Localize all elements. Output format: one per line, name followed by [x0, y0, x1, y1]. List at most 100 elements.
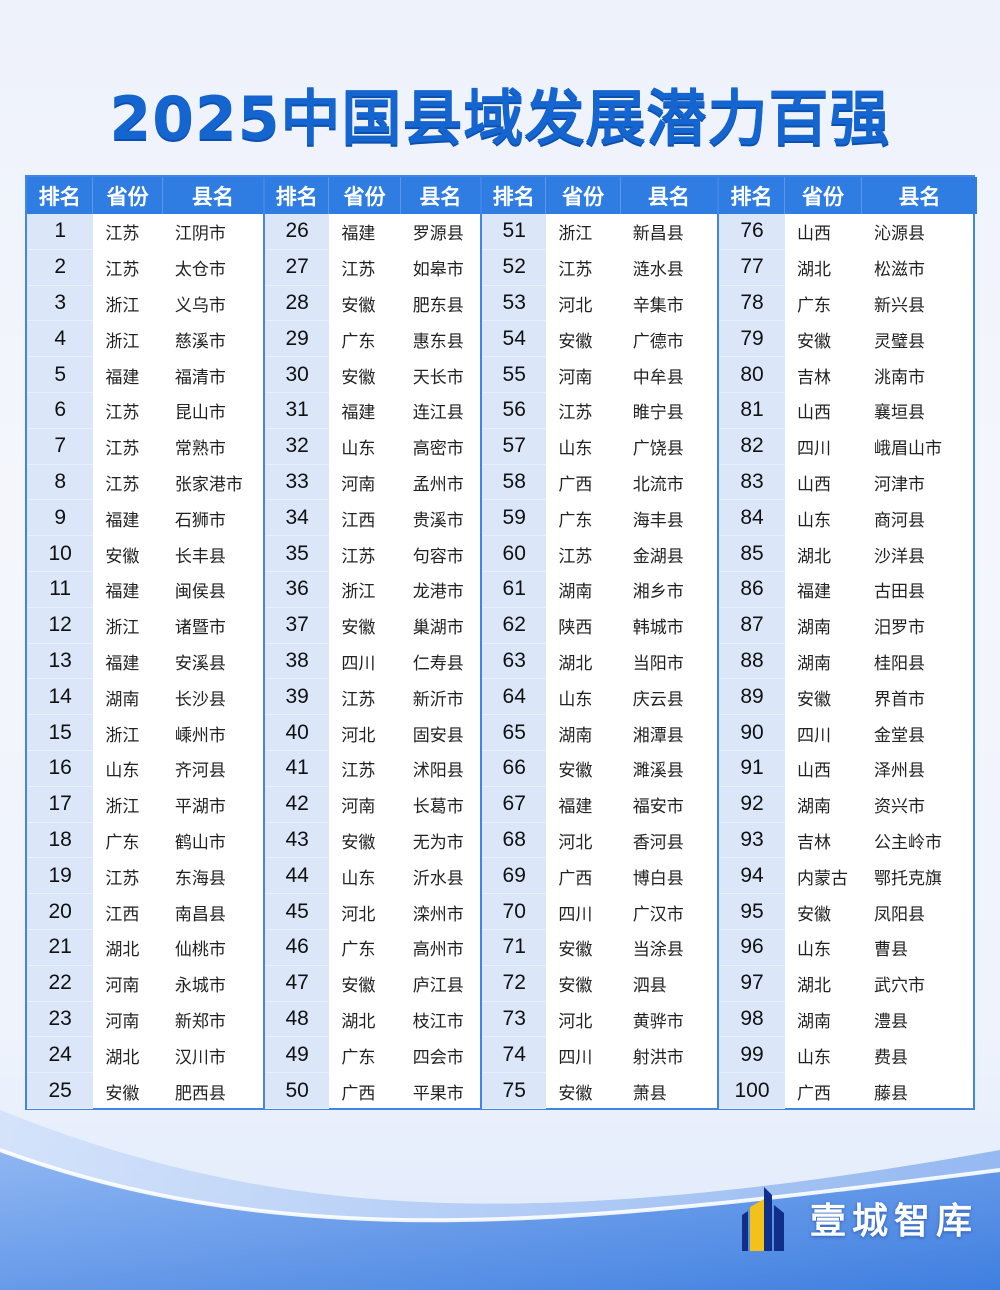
county-cell: 鄂托克旗: [874, 868, 942, 889]
rank-cell: 2: [27, 249, 94, 286]
province-cell: 湖南: [797, 797, 831, 818]
province-cell: 福建: [558, 797, 593, 818]
county-cell: 嵊州市: [174, 725, 226, 746]
table-row: 20 江西 南昌县: [27, 894, 263, 930]
table-row: 17 浙江 平湖市: [27, 786, 263, 823]
rank-cell: 66: [482, 750, 547, 787]
province-cell: 湖南: [558, 582, 593, 603]
county-cell: 沙洋县: [874, 546, 925, 567]
rank-cell: 94: [719, 858, 785, 895]
county-cell: 沁源县: [874, 224, 925, 245]
table-row: 30 安徽 天长市: [265, 357, 480, 393]
county-cell: 汨罗市: [874, 618, 925, 639]
table-row: 74 四川 射洪市: [482, 1037, 717, 1074]
rank-cell: 54: [482, 321, 547, 358]
county-cell: 韩城市: [632, 618, 684, 639]
province-cell: 安徽: [341, 832, 376, 853]
rank-cell: 25: [27, 1073, 94, 1109]
rank-cell: 43: [265, 822, 330, 859]
table-row: 61 湖南 湘乡市: [482, 571, 717, 608]
table-row: 90 四川 金堂县: [719, 715, 977, 751]
province-cell: 江苏: [341, 260, 376, 281]
table-row: 21 湖北 仙桃市: [27, 929, 263, 966]
county-cell: 贵溪市: [412, 510, 464, 531]
rank-cell: 88: [719, 643, 785, 680]
rank-cell: 57: [482, 428, 547, 465]
table-header: 排名 省份 县名: [719, 177, 977, 214]
table-row: 37 安徽 巢湖市: [265, 607, 480, 644]
county-cell: 仁寿县: [412, 653, 464, 674]
table-row: 80 吉林 洮南市: [719, 357, 977, 393]
province-cell: 山西: [797, 403, 831, 424]
province-cell: 安徽: [558, 976, 593, 997]
rank-cell: 85: [719, 536, 785, 572]
header-province: 省份: [546, 177, 621, 214]
county-cell: 连江县: [412, 403, 464, 424]
header-rank: 排名: [27, 177, 94, 214]
province-cell: 山东: [341, 439, 376, 460]
county-cell: 泗县: [632, 976, 667, 997]
county-cell: 新沂市: [412, 689, 464, 710]
county-cell: 南昌县: [174, 904, 226, 925]
county-cell: 资兴市: [874, 797, 925, 818]
header-county: 县名: [191, 184, 234, 209]
table-row: 82 四川 峨眉山市: [719, 428, 977, 465]
province-cell: 湖南: [797, 653, 831, 674]
county-cell: 辛集市: [632, 295, 684, 316]
rank-cell: 63: [482, 643, 547, 680]
county-cell: 商河县: [874, 510, 925, 531]
county-cell: 固安县: [412, 725, 464, 746]
province-cell: 江苏: [341, 546, 376, 567]
rank-cell: 22: [27, 965, 94, 1002]
table-row: 51 浙江 新昌县: [482, 214, 717, 250]
province-cell: 湖南: [558, 725, 593, 746]
county-cell: 博白县: [632, 868, 684, 889]
table-row: 72 安徽 泗县: [482, 965, 717, 1002]
rank-cell: 17: [27, 786, 94, 823]
table-row: 5 福建 福清市: [27, 357, 263, 393]
province-cell: 四川: [797, 439, 831, 460]
rank-cell: 76: [719, 214, 785, 250]
table-row: 10 安徽 长丰县: [27, 536, 263, 572]
county-cell: 平湖市: [174, 797, 226, 818]
table-row: 41 江苏 沭阳县: [265, 750, 480, 787]
page-title: 2025中国县域发展潜力百强: [109, 84, 891, 154]
table-row: 58 广西 北流市: [482, 464, 717, 501]
county-cell: 常熟市: [174, 439, 226, 460]
table-row: 83 山西 河津市: [719, 464, 977, 501]
county-cell: 惠东县: [412, 331, 464, 352]
province-cell: 广东: [105, 832, 140, 853]
county-cell: 灵璧县: [874, 331, 925, 352]
table-row: 11 福建 闽侯县: [27, 571, 263, 608]
table-column-group: 排名 省份 县名 1 江苏 江阴市 2 江苏 太仓市 3 浙江 义乌市 4 浙江 慈溪市 5 福建 福清市 6 江苏昆…: [27, 177, 265, 1109]
rank-cell: 33: [265, 464, 330, 501]
table-header: 排名 省份 县名: [265, 177, 480, 214]
rank-cell: 61: [482, 571, 547, 608]
county-cell: 金湖县: [632, 546, 684, 567]
table-row: 48 湖北 枝江市: [265, 1001, 480, 1038]
province-cell: 山东: [797, 1047, 831, 1068]
province-cell: 山东: [105, 761, 140, 782]
province-cell: 江苏: [558, 546, 593, 567]
table-row: 35 江苏 句容市: [265, 536, 480, 572]
rank-cell: 62: [482, 607, 547, 644]
rank-cell: 86: [719, 571, 785, 608]
table-row: 85 湖北 沙洋县: [719, 536, 977, 572]
county-cell: 诸暨市: [174, 618, 226, 639]
county-cell: 古田县: [874, 582, 925, 603]
province-cell: 安徽: [797, 904, 831, 925]
rank-cell: 15: [27, 715, 94, 751]
brand-name: 壹城智库: [810, 1201, 979, 1242]
province-cell: 四川: [341, 653, 376, 674]
province-cell: 湖南: [105, 689, 140, 710]
county-cell: 昆山市: [174, 403, 226, 424]
province-cell: 湖南: [797, 618, 831, 639]
table-row: 63 湖北 当阳市: [482, 643, 717, 680]
rank-cell: 36: [265, 571, 330, 608]
rank-cell: 97: [719, 965, 785, 1002]
province-cell: 山东: [558, 439, 593, 460]
rank-cell: 92: [719, 786, 785, 823]
rank-cell: 91: [719, 750, 785, 787]
province-cell: 河南: [341, 474, 376, 495]
province-cell: 河南: [105, 1011, 140, 1032]
